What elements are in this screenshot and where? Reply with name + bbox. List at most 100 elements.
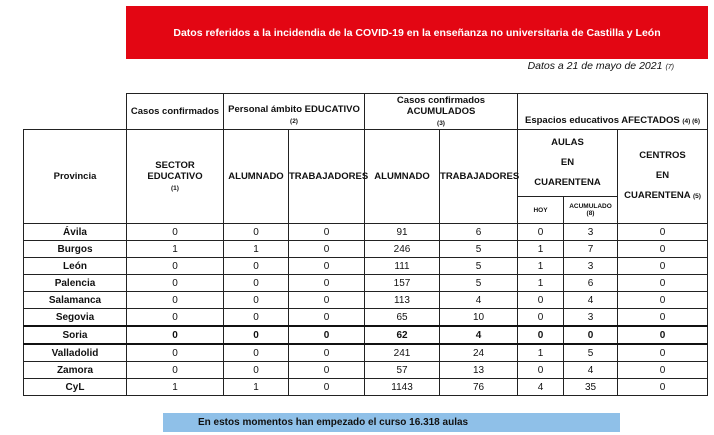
value-cell: 5 [563,343,619,362]
value-cell: 24 [439,343,519,362]
value-cell: 7 [563,240,619,258]
value-cell: 0 [223,257,289,275]
province-cell: Salamanca [23,291,127,309]
table-row: Soria 0 0 0 62 4 0 0 0 [23,325,709,345]
value-cell: 0 [287,308,366,327]
value-cell: 0 [287,223,366,241]
value-cell: 6 [563,274,619,292]
table-row: CyL 1 1 0 1143 76 4 35 0 [23,378,709,396]
header-personal-educativo: Personal ámbito EDUCATIVO (2) [222,93,366,130]
value-cell: 0 [287,378,366,396]
province-cell: Zamora [23,361,127,379]
data-date: Datos a 21 de mayo de 2021 (7) [528,60,674,72]
value-cell: 5 [439,274,519,292]
value-cell: 35 [563,378,619,396]
table-row: Zamora 0 0 0 57 13 0 4 0 [23,361,709,379]
value-cell: 0 [287,240,366,258]
table-row: Salamanca 0 0 0 113 4 0 4 0 [23,291,709,309]
value-cell: 0 [617,378,709,396]
value-cell: 0 [126,361,224,379]
province-cell: León [23,257,127,275]
value-cell: 0 [126,257,224,275]
value-cell: 57 [364,361,441,379]
value-cell: 62 [364,325,441,345]
value-cell: 0 [617,325,709,345]
header-trabajadores: TRABAJADORES [287,129,368,224]
header-sector-educativo: SECTOR EDUCATIVO (1) [126,129,224,224]
footer-text: En estos momentos han empezado el curso … [198,417,469,428]
date-text: Datos a 21 de mayo de 2021 [527,60,663,72]
value-cell: 241 [364,343,441,362]
province-cell: Ávila [23,223,127,241]
value-cell: 1 [517,240,565,258]
value-cell: 6 [439,223,519,241]
value-cell: 0 [223,343,289,362]
value-cell: 0 [223,274,289,292]
value-cell: 113 [364,291,441,309]
value-cell: 1 [517,343,565,362]
province-cell: Soria [23,325,127,345]
value-cell: 4 [439,291,519,309]
table-row: Segovia 0 0 0 65 10 0 3 0 [23,308,709,327]
table-row: Burgos 1 1 0 246 5 1 7 0 [23,240,709,258]
footer-banner: En estos momentos han empezado el curso … [163,413,620,432]
header-provincia: Provincia [23,129,127,224]
value-cell: 0 [617,257,709,275]
title-banner: Datos referidos a la incidendia de la CO… [126,6,708,59]
value-cell: 0 [223,308,289,327]
page-title: Datos referidos a la incidendia de la CO… [173,26,661,39]
value-cell: 0 [287,343,366,362]
table-row: Ávila 0 0 0 91 6 0 3 0 [23,223,709,241]
province-cell: Valladolid [23,343,127,362]
value-cell: 0 [563,325,619,345]
value-cell: 3 [563,308,619,327]
value-cell: 0 [223,325,289,345]
value-cell: 13 [439,361,519,379]
date-note: (7) [665,64,674,71]
table-row: Palencia 0 0 0 157 5 1 6 0 [23,274,709,292]
province-cell: CyL [23,378,127,396]
value-cell: 0 [287,274,366,292]
value-cell: 111 [364,257,441,275]
value-cell: 5 [439,240,519,258]
value-cell: 0 [617,291,709,309]
value-cell: 1 [223,240,289,258]
value-cell: 0 [223,361,289,379]
header-trabajadores-acumulado: TRABAJADORES [439,129,519,224]
value-cell: 0 [126,274,224,292]
value-cell: 1 [126,378,224,396]
header-centros-cuarentena: CENTROS EN CUARENTENA (5) [617,129,709,224]
header-alumnado-acumulado: ALUMNADO [364,129,441,224]
value-cell: 1143 [364,378,441,396]
value-cell: 0 [287,361,366,379]
value-cell: 0 [126,291,224,309]
header-casos-acumulados: Casos confirmados ACUMULADOS (3) [364,93,519,130]
value-cell: 0 [126,325,224,345]
value-cell: 0 [617,361,709,379]
value-cell: 4 [563,291,619,309]
empty-corner [23,93,127,130]
value-cell: 65 [364,308,441,327]
value-cell: 91 [364,223,441,241]
value-cell: 3 [563,257,619,275]
value-cell: 0 [517,291,565,309]
header-aulas-cuarentena: AULAS EN CUARENTENA [517,129,619,197]
province-cell: Burgos [23,240,127,258]
value-cell: 4 [517,378,565,396]
value-cell: 246 [364,240,441,258]
value-cell: 0 [517,308,565,327]
value-cell: 1 [126,240,224,258]
table-row: León 0 0 0 111 5 1 3 0 [23,257,709,275]
header-espacios-afectados: Espacios educativos AFECTADOS (4) (6) [517,93,709,130]
value-cell: 0 [517,361,565,379]
value-cell: 0 [617,223,709,241]
header-casos-confirmados: Casos confirmados [126,93,224,130]
value-cell: 0 [287,325,366,345]
value-cell: 1 [517,274,565,292]
value-cell: 3 [563,223,619,241]
value-cell: 0 [287,257,366,275]
value-cell: 4 [563,361,619,379]
province-cell: Palencia [23,274,127,292]
value-cell: 0 [617,240,709,258]
value-cell: 4 [439,325,519,345]
